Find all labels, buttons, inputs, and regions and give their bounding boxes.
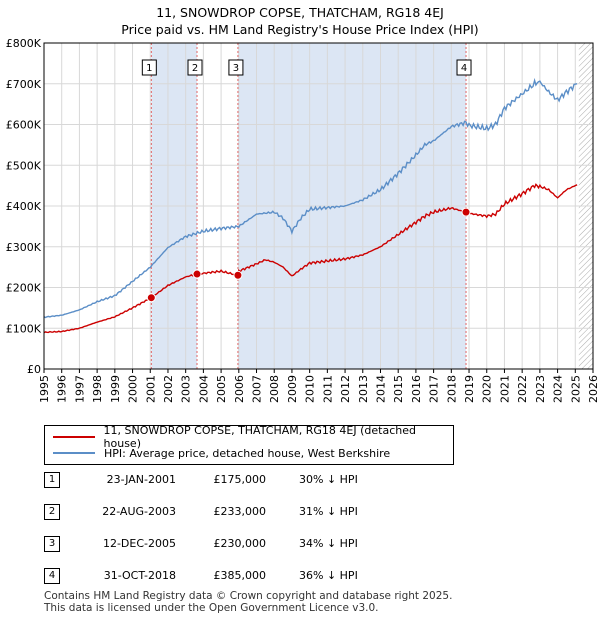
sale-marker-number: 4 — [461, 63, 467, 74]
sale-hpi-diff: 36% ↓ HPI — [299, 569, 358, 582]
x-tick-label: 2004 — [197, 375, 210, 403]
x-tick-label: 2022 — [516, 375, 529, 403]
sale-price: £230,000 — [213, 537, 267, 550]
legend-label-hpi: HPI: Average price, detached house, West… — [104, 446, 391, 460]
x-tick-label: 2002 — [162, 375, 175, 403]
x-tick-label: 2001 — [144, 375, 157, 403]
sale-marker-number: 2 — [192, 63, 198, 74]
legend-entry-property: 11, SNOWDROP COPSE, THATCHAM, RG18 4EJ (… — [53, 424, 453, 450]
chart-title: 11, SNOWDROP COPSE, THATCHAM, RG18 4EJ P… — [0, 4, 600, 38]
sale-number-box: 3 — [44, 536, 60, 552]
x-tick-label: 2015 — [392, 375, 405, 403]
x-tick-label: 2025 — [569, 375, 582, 403]
sale-row: 1 23-JAN-2001 £175,000 30% ↓ HPI — [44, 472, 404, 490]
y-tick-label: £0 — [27, 363, 41, 376]
sale-price: £175,000 — [213, 473, 267, 486]
sale-point — [146, 293, 156, 303]
title-line-2: Price paid vs. HM Land Registry's House … — [121, 22, 479, 37]
y-tick-label: £400K — [6, 200, 42, 213]
sale-marker-box — [141, 59, 157, 76]
x-tick-label: 2011 — [321, 375, 334, 403]
x-tick-label: 2020 — [481, 375, 494, 403]
x-tick-label: 2024 — [552, 375, 565, 403]
property-price-line — [43, 183, 578, 334]
legend-swatch-hpi — [53, 452, 95, 454]
x-tick-label: 2010 — [304, 375, 317, 403]
sale-date: 31-OCT-2018 — [103, 569, 176, 582]
sale-hpi-diff: 31% ↓ HPI — [299, 505, 358, 518]
sale-price: £385,000 — [213, 569, 267, 582]
x-tick-label: 1999 — [109, 375, 122, 403]
x-tick-label: 1997 — [73, 375, 86, 403]
y-tick-label: £100K — [6, 322, 42, 335]
footer-line-1: Contains HM Land Registry data © Crown c… — [44, 590, 453, 602]
x-tick-label: 2017 — [428, 375, 441, 403]
attribution-footer: Contains HM Land Registry data © Crown c… — [44, 590, 452, 614]
x-tick-label: 1996 — [56, 375, 69, 403]
sale-point — [461, 207, 471, 217]
hpi-line — [43, 77, 578, 319]
sale-row: 3 12-DEC-2005 £230,000 34% ↓ HPI — [44, 536, 404, 554]
sale-hpi-diff: 30% ↓ HPI — [299, 473, 358, 486]
price-chart: £0 £100K £200K £300K £400K £500K £600K £700K £80… — [6, 37, 600, 403]
sale-marker-box — [228, 59, 244, 76]
x-tick-label: 2013 — [357, 375, 370, 403]
sale-marker-number: 1 — [146, 63, 152, 74]
sale-date: 23-JAN-2001 — [106, 473, 176, 486]
x-tick-label: 2021 — [498, 375, 511, 403]
x-tick-label: 2005 — [215, 375, 228, 403]
x-tick-label: 1995 — [38, 375, 51, 403]
sale-point — [192, 269, 202, 279]
sale-number-box: 1 — [44, 472, 60, 488]
legend-entry-hpi: HPI: Average price, detached house, West… — [53, 445, 390, 461]
x-tick-label: 1998 — [91, 375, 104, 403]
sale-hpi-diff: 34% ↓ HPI — [299, 537, 358, 550]
legend-label-property: 11, SNOWDROP COPSE, THATCHAM, RG18 4EJ (… — [103, 424, 416, 450]
sale-marker-box — [187, 59, 203, 76]
y-tick-label: £600K — [6, 119, 42, 132]
plot-frame — [43, 42, 594, 370]
legend-swatch-property — [53, 436, 95, 438]
x-tick-label: 2009 — [286, 375, 299, 403]
y-tick-label: £200K — [6, 282, 42, 295]
title-line-1: 11, SNOWDROP COPSE, THATCHAM, RG18 4EJ — [156, 5, 444, 20]
x-tick-label: 2019 — [463, 375, 476, 403]
x-tick-label: 2014 — [374, 375, 387, 403]
x-tick-label: 2023 — [534, 375, 547, 403]
x-tick-label: 2006 — [233, 375, 246, 403]
sale-date: 12-DEC-2005 — [102, 537, 176, 550]
x-tick-label: 2016 — [410, 375, 423, 403]
sale-row: 4 31-OCT-2018 £385,000 36% ↓ HPI — [44, 568, 404, 586]
sale-price: £233,000 — [213, 505, 267, 518]
y-tick-label: £800K — [6, 37, 42, 50]
y-tick-label: £500K — [6, 159, 42, 172]
x-tick-label: 2008 — [268, 375, 281, 403]
x-tick-label: 2007 — [251, 375, 264, 403]
sale-number-box: 2 — [44, 504, 60, 520]
x-tick-label: 2003 — [180, 375, 193, 403]
sale-number-box: 4 — [44, 568, 60, 584]
sale-marker-number: 3 — [233, 63, 239, 74]
y-tick-label: £300K — [6, 241, 42, 254]
sale-row: 2 22-AUG-2003 £233,000 31% ↓ HPI — [44, 504, 404, 522]
x-tick-label: 2000 — [127, 375, 140, 403]
sale-point — [233, 270, 243, 280]
x-tick-label: 2012 — [339, 375, 352, 403]
x-tick-label: 2026 — [587, 375, 600, 403]
x-tick-label: 2018 — [445, 375, 458, 403]
y-tick-label: £700K — [6, 78, 42, 91]
sale-marker-box — [456, 59, 472, 76]
chart-legend: 11, SNOWDROP COPSE, THATCHAM, RG18 4EJ (… — [44, 424, 454, 465]
sale-date: 22-AUG-2003 — [102, 505, 176, 518]
footer-line-2: This data is licensed under the Open Gov… — [44, 602, 379, 614]
